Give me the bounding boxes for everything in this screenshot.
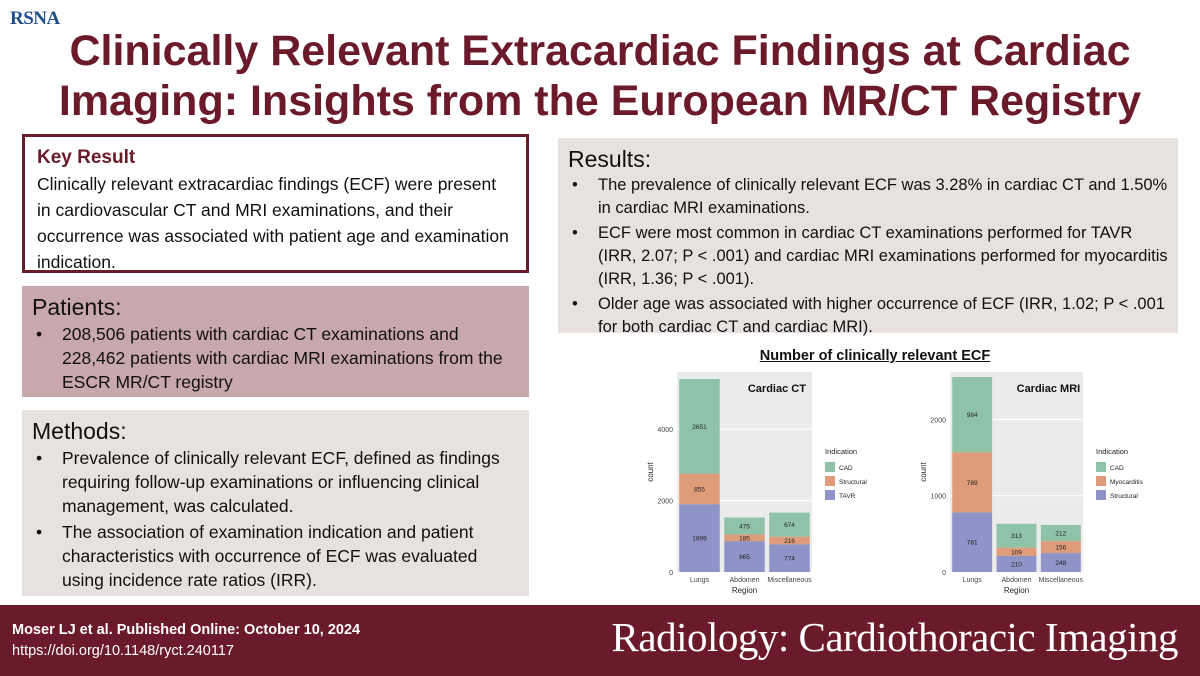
x-tick-label: Lungs (963, 577, 983, 584)
y-tick-label: 1000 (930, 494, 946, 501)
bar-segment (952, 512, 993, 572)
legend-label: Myocarditis (1110, 479, 1144, 486)
bar-segment (952, 377, 993, 453)
figure-title: Number of clinically relevant ECF (759, 348, 991, 364)
data-label: 774 (784, 556, 795, 563)
patients-heading: Patients: (32, 294, 122, 320)
footer-bar (0, 605, 1200, 676)
bar-segment (1040, 524, 1081, 542)
data-label: 865 (739, 554, 750, 561)
y-axis-label: count (919, 461, 928, 481)
methods-box: Methods: Prevalence of clinically releva… (22, 410, 529, 596)
results-item: ECF were most common in cardiac CT exami… (568, 222, 1168, 291)
data-label: 156 (1055, 545, 1066, 552)
y-tick-label: 2000 (657, 499, 673, 506)
patients-list: 208,506 patients with cardiac CT examina… (32, 322, 519, 394)
data-label: 475 (739, 524, 750, 531)
x-tick-label: Miscellaneous (767, 577, 812, 584)
legend-title: Indication (825, 447, 857, 456)
results-box: Results: The prevalence of clinically re… (558, 138, 1178, 336)
title-line-2: Imaging: Insights from the European MR/C… (58, 77, 1142, 125)
x-axis-label: Region (1004, 586, 1029, 595)
legend-swatch (825, 490, 835, 500)
data-label: 212 (1055, 531, 1066, 538)
data-label: 789 (967, 480, 978, 487)
y-tick-label: 2000 (930, 417, 946, 424)
x-tick-label: Lungs (690, 577, 710, 584)
key-result-heading: Key Result (37, 147, 136, 168)
bar-segment (679, 378, 720, 474)
bar-segment (1040, 541, 1081, 554)
legend-label: Structural (1110, 493, 1138, 500)
legend-label: Structural (839, 479, 867, 486)
citation-text: Moser LJ et al. Published Online: Octobe… (12, 622, 361, 638)
legend-swatch (1096, 490, 1106, 500)
key-result-box: Key Result Clinically relevant extracard… (22, 134, 529, 273)
doi-link[interactable]: https://doi.org/10.1148/ryct.240117 (12, 643, 234, 659)
y-tick-label: 0 (669, 570, 673, 577)
bar-segment (996, 555, 1037, 572)
legend-label: CAD (1110, 465, 1124, 472)
results-list: The prevalence of clinically relevant EC… (568, 174, 1168, 339)
data-label: 674 (784, 522, 795, 529)
x-tick-label: Abdomen (1002, 577, 1032, 584)
ecf-bar-charts: 0 2000 4000 1899 855 2651 Lungs 865 185 475 Abdome… (646, 372, 1144, 595)
methods-list: Prevalence of clinically relevant ECF, d… (32, 446, 519, 592)
legend-label: CAD (839, 465, 853, 472)
bar-segment (724, 517, 765, 535)
data-label: 248 (1055, 560, 1066, 567)
data-label: 313 (1011, 533, 1022, 540)
methods-item: Prevalence of clinically relevant ECF, d… (32, 446, 519, 518)
data-label: 210 (1011, 561, 1022, 568)
title-line-1: Clinically Relevant Extracardiac Finding… (69, 27, 1131, 75)
legend-title: Indication (1096, 447, 1128, 456)
legend-swatch (825, 462, 835, 472)
bar-segment (679, 473, 720, 505)
y-axis-label: count (646, 461, 655, 481)
bar-segment (769, 536, 810, 545)
data-label: 781 (967, 540, 978, 547)
bar-segment (952, 452, 993, 513)
y-tick-label: 4000 (657, 427, 673, 434)
legend-swatch (1096, 476, 1106, 486)
bar-segment (996, 547, 1037, 556)
methods-heading: Methods: (32, 418, 127, 444)
chart-panel-title: Cardiac MRI (1017, 383, 1081, 395)
x-axis-label: Region (732, 586, 757, 595)
legend-label: TAVR (839, 493, 856, 500)
legend-swatch (1096, 462, 1106, 472)
x-tick-label: Miscellaneous (1039, 577, 1084, 584)
page-title: Clinically Relevant Extracardiac Finding… (20, 26, 1180, 126)
bar-segment (1040, 553, 1081, 572)
chart-panel-title: Cardiac CT (748, 383, 806, 395)
patients-item: 208,506 patients with cardiac CT examina… (32, 322, 519, 394)
results-item: Older age was associated with higher occ… (568, 293, 1168, 339)
bar-segment (724, 534, 765, 542)
key-result-text: Clinically relevant extracardiac finding… (37, 174, 509, 272)
data-label: 1899 (692, 536, 707, 543)
bar-segment (679, 504, 720, 572)
results-item: The prevalence of clinically relevant EC… (568, 174, 1168, 220)
data-label: 216 (784, 538, 795, 545)
patients-box: Patients: 208,506 patients with cardiac … (22, 286, 529, 397)
rsna-logo[interactable]: RSNA (10, 8, 60, 29)
bar-segment (769, 544, 810, 572)
data-label: 2651 (692, 424, 707, 431)
y-tick-label: 0 (942, 570, 946, 577)
x-tick-label: Abdomen (730, 577, 760, 584)
bar-segment (724, 541, 765, 572)
data-label: 185 (739, 535, 750, 542)
journal-name: Radiology: Cardiothoracic Imaging (611, 614, 1179, 660)
results-heading: Results: (568, 146, 652, 172)
bar-segment (769, 512, 810, 537)
bar-segment (996, 523, 1037, 548)
data-label: 109 (1011, 549, 1022, 556)
data-label: 855 (694, 486, 705, 493)
data-label: 984 (967, 412, 978, 419)
legend-swatch (825, 476, 835, 486)
methods-item: The association of examination indicatio… (32, 520, 519, 592)
